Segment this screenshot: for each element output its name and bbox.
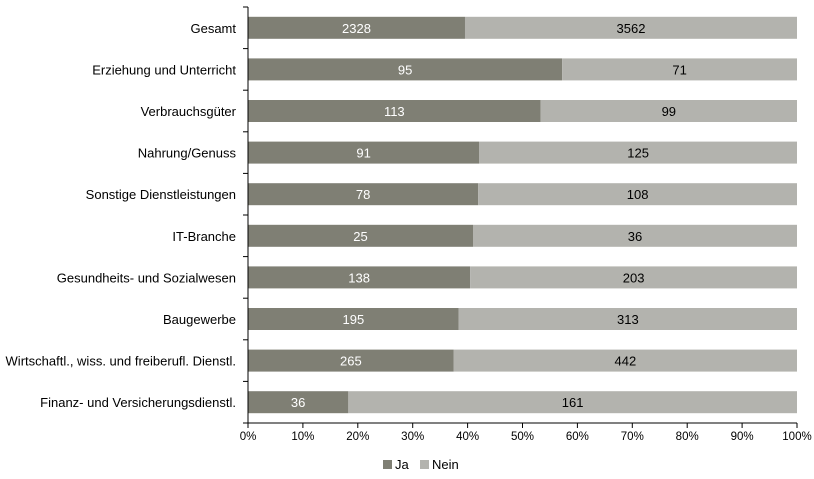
data-label-nein-2: 99 xyxy=(662,104,676,119)
category-label-1: Erziehung und Unterricht xyxy=(92,62,236,77)
data-label-nein-3: 125 xyxy=(627,146,649,161)
category-label-6: Gesundheits- und Sozialwesen xyxy=(57,270,236,285)
data-label-nein-1: 71 xyxy=(672,62,686,77)
bar-ja-3 xyxy=(248,141,480,164)
bar-ja-2 xyxy=(248,100,541,122)
category-label-9: Finanz- und Versicherungsdienstl. xyxy=(40,395,236,410)
data-label-ja-4: 78 xyxy=(356,187,370,202)
data-label-nein-5: 36 xyxy=(628,229,642,244)
data-label-ja-1: 95 xyxy=(398,62,412,77)
bar-ja-8 xyxy=(248,349,454,372)
data-label-nein-0: 3562 xyxy=(617,21,646,36)
category-label-3: Nahrung/Genuss xyxy=(138,146,237,161)
category-label-0: Gesamt xyxy=(190,21,236,36)
bar-nein-7 xyxy=(458,308,797,330)
x-tick-label-4: 40% xyxy=(456,431,479,443)
data-label-ja-0: 2328 xyxy=(342,21,371,36)
x-tick-label-6: 60% xyxy=(566,431,589,443)
category-labels: Gesamt Erziehung und Unterricht Verbrauchs… xyxy=(6,21,237,410)
bar-nein-2 xyxy=(540,100,797,122)
bar-nein-3 xyxy=(479,141,797,164)
data-label-ja-7: 195 xyxy=(343,312,365,327)
x-tick-label-2: 20% xyxy=(346,431,369,443)
legend-swatch-ja xyxy=(383,460,392,469)
bar-nein-8 xyxy=(453,349,797,372)
x-tick-label-3: 30% xyxy=(401,431,424,443)
category-label-5: IT-Branche xyxy=(172,229,236,244)
legend-label-nein: Nein xyxy=(432,457,459,472)
category-label-8: Wirtschaftl., wiss. und freiberufl. Dien… xyxy=(6,354,236,369)
category-label-2: Verbrauchsgüter xyxy=(141,104,237,119)
bar-ja-6 xyxy=(248,266,471,289)
legend: Ja Nein xyxy=(383,457,459,472)
category-label-4: Sonstige Dienstleistungen xyxy=(86,187,236,202)
bar-nein-6 xyxy=(470,266,797,289)
data-label-nein-8: 442 xyxy=(615,354,637,369)
x-tick-label-7: 70% xyxy=(621,431,644,443)
data-label-ja-2: 113 xyxy=(384,104,405,119)
x-tick-label-10: 100% xyxy=(782,431,811,443)
data-label-nein-9: 161 xyxy=(562,395,584,410)
data-label-ja-9: 36 xyxy=(291,395,305,410)
bar-ja-7 xyxy=(248,308,459,330)
bar-nein-1 xyxy=(562,58,797,81)
data-label-ja-5: 25 xyxy=(353,229,367,244)
bar-nein-4 xyxy=(478,183,797,206)
x-tick-label-8: 80% xyxy=(676,431,699,443)
bar-nein-5 xyxy=(473,224,797,247)
data-label-nein-6: 203 xyxy=(623,270,645,285)
bar-ja-4 xyxy=(248,183,479,206)
x-tick-label-1: 10% xyxy=(291,431,314,443)
legend-swatch-nein xyxy=(420,460,429,469)
x-axis: 0% 10% 20% 30% 40% 50% 60% 70% 80% 90% 100% xyxy=(240,6,812,443)
bar-ja-0 xyxy=(248,16,465,39)
legend-label-ja: Ja xyxy=(395,457,410,472)
bar-ja-5 xyxy=(248,224,473,247)
x-tick-label-9: 90% xyxy=(731,431,754,443)
bars-layer: 2328 3562 95 71 113 99 91 125 78 108 25 36 138 203 195… xyxy=(248,16,797,414)
data-label-ja-3: 91 xyxy=(356,146,370,161)
bar-ja-9 xyxy=(248,391,349,414)
bar-ja-1 xyxy=(248,58,563,81)
bar-nein-0 xyxy=(464,16,797,39)
x-tick-label-5: 50% xyxy=(511,431,534,443)
bar-nein-9 xyxy=(348,391,797,414)
data-label-ja-6: 138 xyxy=(348,270,370,285)
data-label-ja-8: 265 xyxy=(340,354,362,369)
data-label-nein-7: 313 xyxy=(617,312,639,327)
x-tick-label-0: 0% xyxy=(240,431,257,443)
category-label-7: Baugewerbe xyxy=(163,312,236,327)
data-label-nein-4: 108 xyxy=(627,187,649,202)
